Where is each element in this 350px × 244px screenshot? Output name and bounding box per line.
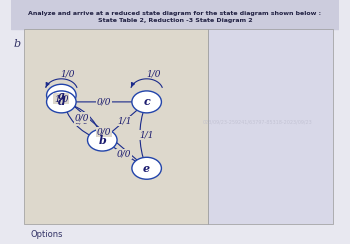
Text: d: d xyxy=(57,96,65,107)
Text: Options: Options xyxy=(31,230,63,239)
Bar xyxy=(11,0,339,29)
Text: a: a xyxy=(58,90,65,101)
Text: 0/0: 0/0 xyxy=(75,113,89,122)
Text: b: b xyxy=(14,39,21,49)
FancyBboxPatch shape xyxy=(208,29,332,224)
Circle shape xyxy=(47,91,76,113)
Text: c: c xyxy=(143,96,150,107)
FancyBboxPatch shape xyxy=(24,29,208,224)
Text: 1/1: 1/1 xyxy=(139,131,154,140)
Text: 0/0: 0/0 xyxy=(97,97,111,106)
Text: 023/09/23-259241/63797-85318-2023/09/23: 023/09/23-259241/63797-85318-2023/09/23 xyxy=(202,120,312,124)
Circle shape xyxy=(88,129,117,151)
Circle shape xyxy=(132,91,161,113)
Text: 1/0: 1/0 xyxy=(61,70,75,79)
Text: 1/0: 1/0 xyxy=(54,94,69,103)
Text: 1/1: 1/1 xyxy=(117,116,132,125)
Text: e: e xyxy=(143,163,150,174)
Text: 0/0: 0/0 xyxy=(117,150,132,159)
Text: Analyze and arrive at a reduced state diagram for the state diagram shown below : Analyze and arrive at a reduced state di… xyxy=(28,11,322,16)
Text: 0/0: 0/0 xyxy=(75,116,89,125)
Text: 0/0: 0/0 xyxy=(97,127,111,136)
Text: State Table 2, Reduction -3 State Diagram 2: State Table 2, Reduction -3 State Diagra… xyxy=(98,18,252,23)
Text: b: b xyxy=(98,134,106,146)
Circle shape xyxy=(132,157,161,179)
Text: 1/0: 1/0 xyxy=(146,70,160,79)
Circle shape xyxy=(47,84,76,106)
